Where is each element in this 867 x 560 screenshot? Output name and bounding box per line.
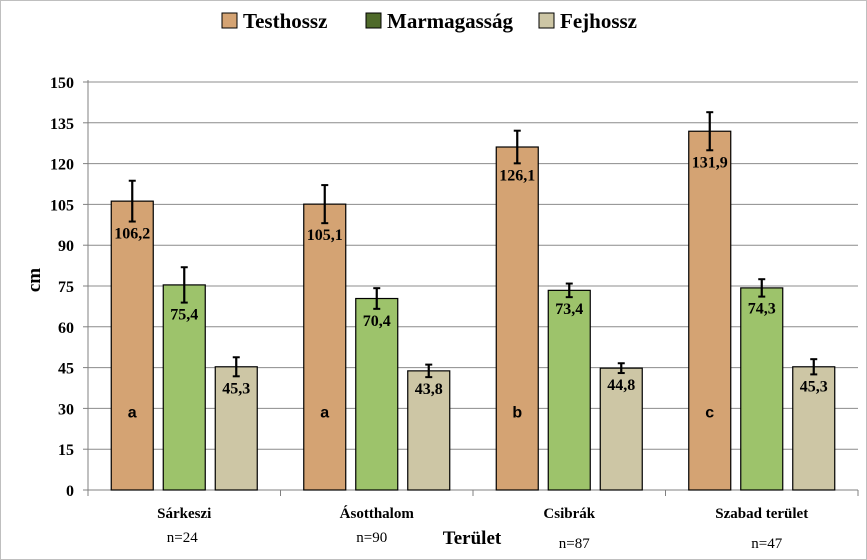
bars: 106,2 a 75,4 45,3 105,1 a 70,4 43,8 126,1 b 73,4 44…: [110, 111, 836, 491]
sample-size-label: n=47: [751, 536, 782, 552]
x-tick-label: Szabad terület: [715, 506, 808, 522]
legend-swatch: [538, 12, 555, 29]
group-letter: a: [128, 404, 137, 421]
sample-size-label: n=90: [356, 530, 387, 546]
bar: [792, 366, 836, 491]
bar: [688, 130, 732, 491]
sample-size-label: n=87: [559, 536, 590, 552]
y-tick-label: 15: [58, 442, 74, 459]
data-label: 44,8: [607, 377, 635, 394]
data-label: 131,9: [692, 154, 728, 171]
bar: [303, 203, 347, 491]
y-tick-label: 30: [58, 401, 74, 418]
legend-label: Marmagasság: [387, 9, 513, 33]
y-axis-label: cm: [24, 268, 45, 292]
y-tick-label: 90: [58, 238, 74, 255]
bar: [110, 200, 154, 491]
y-tick-label: 105: [50, 197, 74, 214]
data-label: 126,1: [499, 167, 535, 184]
bar: [407, 370, 451, 491]
x-tick-label: Sárkeszi: [157, 506, 211, 522]
sample-size-label: n=24: [167, 530, 198, 546]
y-tick-label: 150: [50, 75, 74, 92]
data-label: 45,3: [800, 378, 828, 395]
legend: Testhossz Marmagasság Fejhossz: [221, 9, 637, 33]
bar: [547, 289, 591, 491]
bar: [214, 366, 258, 491]
y-tick-labels: 0 15 30 45 60 75 90 105 120 135 150: [50, 75, 74, 500]
data-label: 73,4: [555, 301, 583, 318]
y-tick-label: 135: [50, 116, 74, 133]
data-label: 43,8: [415, 381, 443, 398]
x-tick-labels: Sárkeszi n=24 Ásotthalom n=90 Csibrák n=87 Sza…: [157, 505, 808, 552]
x-tick-label: Ásotthalom: [340, 505, 415, 522]
group-letter: b: [512, 404, 522, 421]
y-tick-label: 45: [58, 361, 74, 378]
group-letter: a: [320, 404, 329, 421]
data-label: 74,3: [748, 301, 776, 318]
data-label: 75,4: [170, 307, 198, 324]
data-label: 45,3: [222, 380, 250, 397]
y-tick-label: 75: [58, 279, 74, 296]
bar: [740, 287, 784, 491]
legend-label: Testhossz: [243, 9, 327, 33]
bar: [599, 367, 643, 491]
data-label: 70,4: [363, 313, 391, 330]
data-label: 105,1: [307, 227, 343, 244]
legend-swatch: [221, 12, 238, 29]
bar: [162, 284, 206, 491]
y-tick-label: 60: [58, 320, 74, 337]
data-label: 106,2: [114, 226, 150, 243]
legend-swatch: [365, 12, 382, 29]
x-tick-label: Csibrák: [543, 506, 595, 522]
group-letter: c: [705, 404, 714, 421]
bar: [495, 146, 539, 491]
x-axis-label: Terület: [443, 528, 502, 549]
y-tick-label: 120: [50, 157, 74, 174]
y-tick-label: 0: [66, 483, 74, 500]
bar: [355, 297, 399, 491]
legend-label: Fejhossz: [560, 9, 637, 33]
